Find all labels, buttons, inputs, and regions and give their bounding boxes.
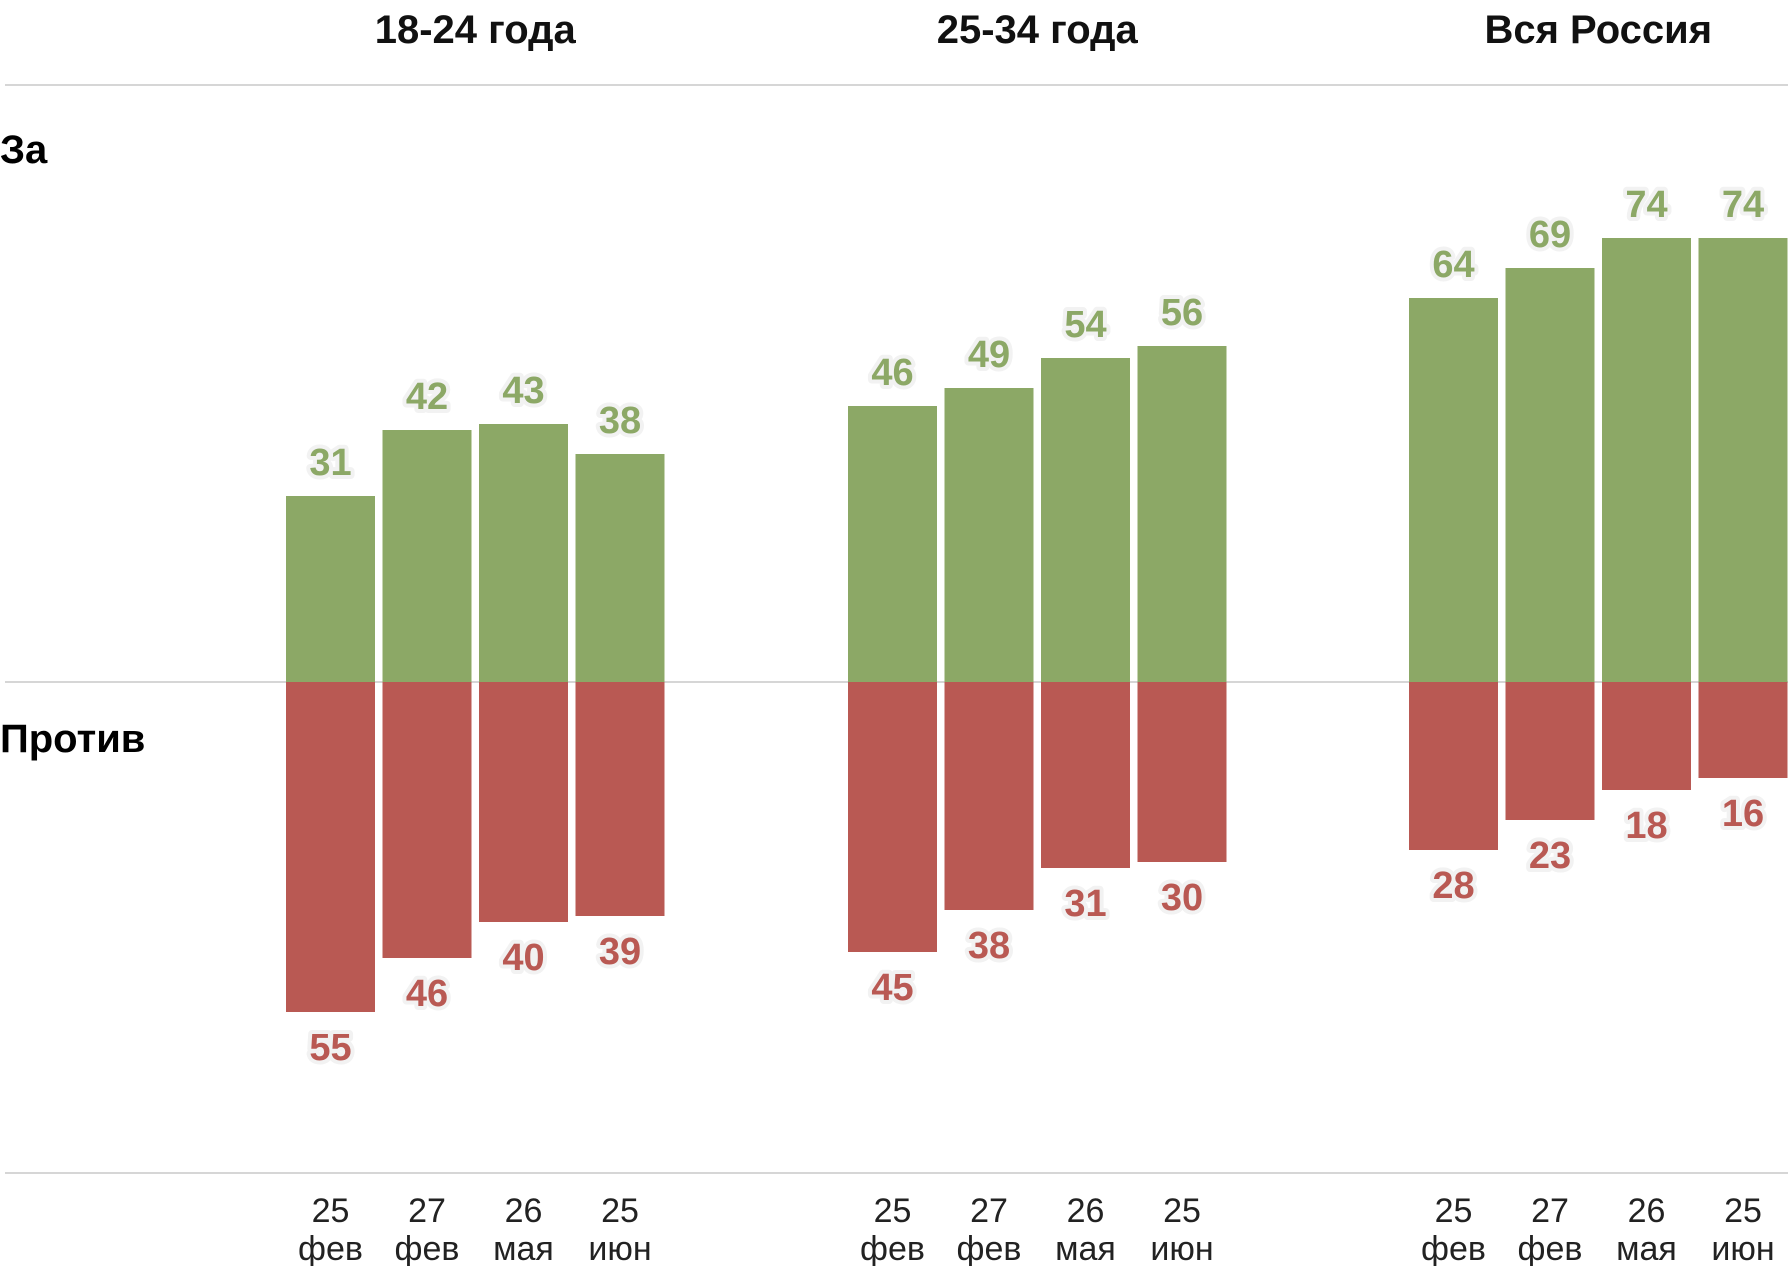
bar-for-2-2	[944, 388, 1034, 682]
value-label-against-3-4: 16	[1722, 793, 1764, 835]
value-label-against-3-2: 23	[1529, 835, 1571, 877]
bar-for-3-1	[1409, 298, 1498, 682]
bar-against-1-2	[382, 682, 472, 958]
value-label-for-1-2: 42	[406, 376, 448, 418]
value-label-for-3-2: 69	[1529, 214, 1571, 256]
tick-month-1-2: фев	[395, 1230, 460, 1266]
tick-day-3-2: 27	[1531, 1192, 1569, 1230]
value-label-for-2-2: 49	[968, 334, 1010, 376]
tick-day-1-3: 26	[505, 1192, 543, 1230]
value-label-against-1-4: 39	[599, 931, 641, 973]
tick-month-2-4: июн	[1150, 1230, 1213, 1266]
tick-day-3-1: 25	[1435, 1192, 1473, 1230]
value-label-for-1-1: 31	[309, 442, 351, 484]
value-label-against-1-2: 46	[406, 973, 448, 1015]
bar-for-3-3	[1602, 238, 1691, 682]
tick-month-3-1: фев	[1421, 1230, 1486, 1266]
tick-month-3-3: мая	[1616, 1230, 1677, 1266]
bar-against-2-1	[848, 682, 937, 952]
bar-for-3-4	[1698, 238, 1788, 682]
tick-month-2-2: фев	[957, 1230, 1022, 1266]
label-for: За	[0, 128, 48, 172]
tick-month-3-4: июн	[1711, 1230, 1774, 1266]
bar-for-1-1	[286, 496, 375, 682]
tick-day-2-4: 25	[1163, 1192, 1201, 1230]
tick-month-1-1: фев	[298, 1230, 363, 1266]
tick-month-2-3: мая	[1055, 1230, 1116, 1266]
value-label-against-1-1: 55	[309, 1027, 351, 1069]
tick-day-3-4: 25	[1724, 1192, 1762, 1230]
tick-month-1-3: мая	[493, 1230, 554, 1266]
bar-for-1-2	[382, 430, 472, 682]
value-label-for-3-3: 74	[1625, 184, 1667, 226]
bar-against-3-1	[1409, 682, 1498, 850]
value-label-against-3-3: 18	[1625, 805, 1667, 847]
bar-for-3-2	[1505, 268, 1595, 682]
bar-against-1-3	[479, 682, 568, 922]
bar-against-1-1	[286, 682, 375, 1012]
value-label-for-1-3: 43	[502, 370, 544, 412]
value-label-for-3-4: 74	[1722, 184, 1764, 226]
value-label-against-1-3: 40	[502, 937, 544, 979]
value-label-against-3-1: 28	[1432, 865, 1474, 907]
value-label-for-3-1: 64	[1432, 244, 1474, 286]
tick-day-2-3: 26	[1067, 1192, 1105, 1230]
value-label-for-1-4: 38	[599, 400, 641, 442]
value-label-for-2-1: 46	[871, 352, 913, 394]
value-label-for-2-3: 54	[1064, 304, 1106, 346]
bar-against-3-2	[1505, 682, 1595, 820]
bar-against-2-2	[944, 682, 1034, 910]
tick-day-3-3: 26	[1628, 1192, 1666, 1230]
bar-for-1-4	[575, 454, 665, 682]
panel-title-1: 18-24 года	[375, 8, 577, 52]
tick-day-2-2: 27	[970, 1192, 1008, 1230]
chart-marks: 18-24 года315525фев424627фев434026мая383…	[286, 8, 1788, 1266]
bar-for-2-4	[1137, 346, 1227, 682]
value-label-against-2-1: 45	[871, 967, 913, 1009]
value-label-for-2-4: 56	[1161, 292, 1203, 334]
tick-month-2-1: фев	[860, 1230, 925, 1266]
value-label-against-2-2: 38	[968, 925, 1010, 967]
bar-for-2-3	[1041, 358, 1130, 682]
bar-against-2-3	[1041, 682, 1130, 868]
value-label-against-2-4: 30	[1161, 877, 1203, 919]
label-against: Против	[0, 717, 145, 761]
panel-title-2: 25-34 года	[937, 8, 1139, 52]
tick-day-1-2: 27	[408, 1192, 446, 1230]
tick-day-2-1: 25	[874, 1192, 912, 1230]
value-label-against-2-3: 31	[1064, 883, 1106, 925]
bar-for-1-3	[479, 424, 568, 682]
bar-for-2-1	[848, 406, 937, 682]
tick-day-1-4: 25	[601, 1192, 639, 1230]
tick-day-1-1: 25	[312, 1192, 350, 1230]
bar-against-3-3	[1602, 682, 1691, 790]
bar-against-3-4	[1698, 682, 1788, 778]
tick-month-3-2: фев	[1518, 1230, 1583, 1266]
panel-title-3: Вся Россия	[1484, 8, 1712, 52]
bar-against-2-4	[1137, 682, 1227, 862]
tick-month-1-4: июн	[588, 1230, 651, 1266]
bar-against-1-4	[575, 682, 665, 916]
